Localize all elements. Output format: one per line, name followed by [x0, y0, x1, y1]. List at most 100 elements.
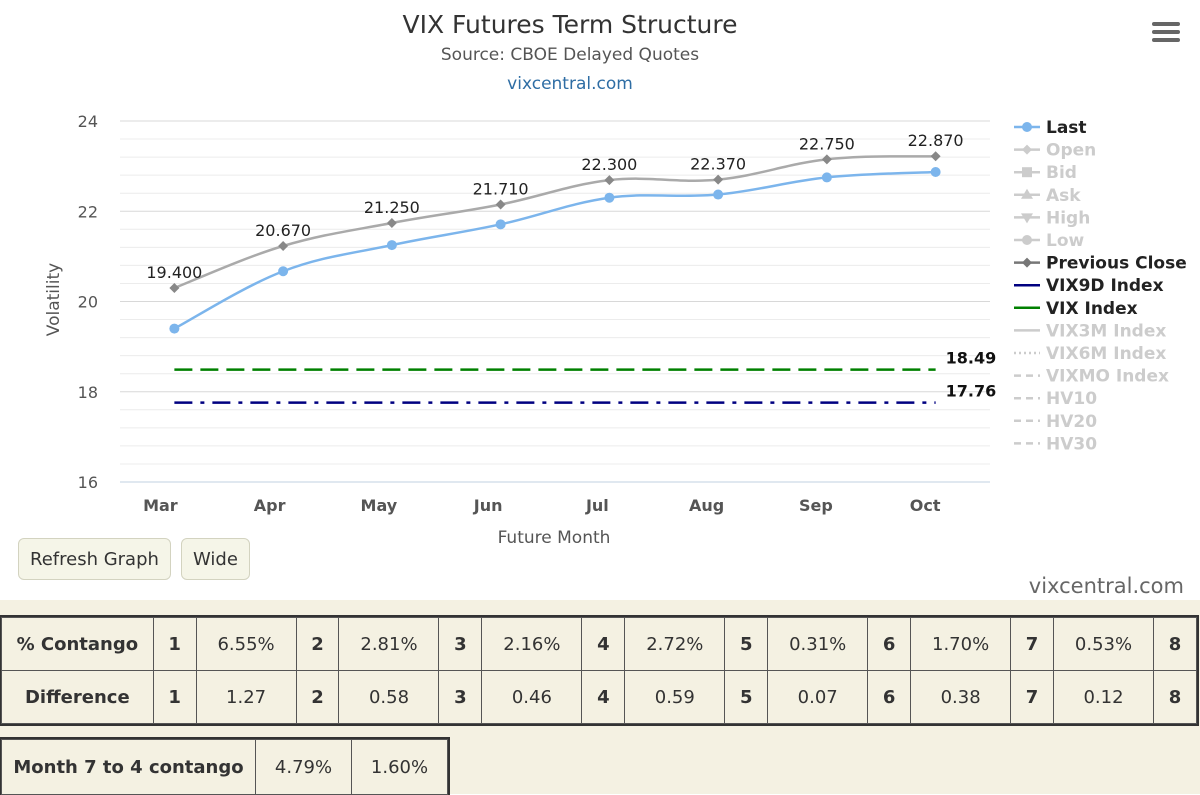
legend-item[interactable]: Open [1014, 141, 1096, 161]
legend-label: VIX9D Index [1046, 276, 1164, 296]
legend-item[interactable]: Bid [1014, 163, 1077, 183]
site-link[interactable]: vixcentral.com [507, 74, 633, 94]
legend-item[interactable]: Low [1014, 231, 1085, 251]
data-point [604, 175, 615, 186]
contango-value: 0.38 [910, 670, 1012, 724]
legend-marker [1022, 144, 1032, 155]
wide-button[interactable]: Wide [181, 538, 250, 580]
legend-label: VIXMO Index [1046, 367, 1169, 387]
month-number: 4 [581, 670, 626, 724]
legend-item[interactable]: VIX6M Index [1014, 344, 1166, 364]
legend-item[interactable]: Ask [1014, 186, 1081, 206]
contango-value: 6.55% [195, 617, 297, 671]
legend-item[interactable]: Previous Close [1014, 254, 1187, 274]
legend-label: HV20 [1046, 412, 1097, 432]
contango-table: % Contango 1 6.55% 2 2.81% 3 2.16% 4 2.72% 5 0.31%… [0, 615, 1199, 726]
month-contango-table: Month 7 to 4 contango 4.79% 1.60% [0, 737, 450, 795]
contango-value: 2.72% [624, 617, 726, 671]
x-tick-label: Mar [143, 496, 178, 515]
contango-value: 0.31% [767, 617, 869, 671]
month-number: 7 [1010, 617, 1055, 671]
legend-label: HV30 [1046, 434, 1097, 454]
table-row: Month 7 to 4 contango 4.79% 1.60% [1, 739, 448, 795]
y-axis-title: Volatility [44, 263, 64, 336]
month-number: 3 [438, 670, 483, 724]
month-number: 6 [867, 617, 912, 671]
contango-value: 1.27 [195, 670, 297, 724]
contango-value: 2.16% [481, 617, 583, 671]
legend-label: VIX Index [1046, 299, 1138, 319]
data-label: 22.750 [799, 134, 855, 153]
month-number: 7 [1010, 670, 1055, 724]
chart-subtitle: Source: CBOE Delayed Quotes [440, 45, 700, 65]
legend-label: HV10 [1046, 389, 1097, 409]
legend-item[interactable]: Last [1014, 118, 1087, 138]
contango-value: 1.70% [910, 617, 1012, 671]
data-point [169, 323, 180, 334]
legend-item[interactable]: HV10 [1014, 389, 1097, 409]
data-point [713, 174, 724, 185]
legend-label: VIX3M Index [1046, 321, 1166, 341]
data-point [604, 192, 615, 203]
y-tick-label: 18 [78, 383, 98, 402]
month-number: 6 [867, 670, 912, 724]
month-number: 1 [152, 617, 197, 671]
tables-section: % Contango 1 6.55% 2 2.81% 3 2.16% 4 2.72% 5 0.31%… [0, 600, 1200, 795]
month-contango-value: 4.79% [255, 739, 352, 795]
data-point [821, 172, 832, 183]
contango-value: 0.46 [481, 670, 583, 724]
table-row: Difference 1 1.27 2 0.58 3 0.46 4 0.59 5 0.07 6 0.38… [1, 670, 1197, 724]
legend-label: Open [1046, 141, 1096, 161]
hamburger-menu-icon[interactable] [1152, 22, 1180, 44]
legend-item[interactable]: High [1014, 208, 1090, 228]
x-axis-title: Future Month [498, 528, 611, 548]
month-contango-label: Month 7 to 4 contango [1, 739, 256, 795]
data-point [386, 217, 397, 228]
data-label: 22.300 [581, 155, 637, 174]
legend-label: Low [1046, 231, 1085, 251]
x-tick-label: Jul [585, 496, 609, 515]
data-point [821, 154, 832, 165]
data-point [495, 219, 506, 230]
contango-value: 0.58 [338, 670, 440, 724]
x-tick-label: Jun [473, 496, 503, 515]
data-point [278, 266, 289, 277]
month-number: 2 [295, 670, 340, 724]
data-label: 19.400 [146, 263, 202, 282]
y-tick-label: 24 [78, 112, 98, 131]
data-label: 22.870 [908, 131, 964, 150]
legend-marker [1021, 188, 1033, 199]
data-label: 22.370 [690, 155, 746, 174]
row-label: % Contango [1, 617, 154, 671]
x-tick-label: Apr [254, 496, 286, 515]
month-contango-value: 1.60% [351, 739, 448, 795]
contango-value: 0.53% [1053, 617, 1154, 671]
row-label: Difference [1, 670, 154, 724]
vix9d-end-label: 17.76 [946, 382, 997, 401]
data-label: 21.710 [473, 179, 529, 198]
legend-item[interactable]: VIXMO Index [1014, 367, 1169, 387]
chart-title: VIX Futures Term Structure [402, 10, 738, 39]
data-point [169, 282, 180, 293]
x-tick-label: May [361, 496, 398, 515]
contango-value: 0.59 [624, 670, 726, 724]
month-number: 1 [152, 670, 197, 724]
contango-value: 2.81% [338, 617, 440, 671]
legend-label: Last [1046, 118, 1087, 138]
chart-plot: 16 18 20 22 24 Mar Apr May Jun Jul Aug Sep Oct Future… [44, 112, 1187, 548]
month-number: 8 [1153, 617, 1197, 671]
legend-label: Bid [1046, 163, 1077, 183]
legend-item[interactable]: HV20 [1014, 412, 1097, 432]
x-tick-label: Sep [799, 496, 833, 515]
legend-marker [1022, 235, 1032, 245]
legend-item[interactable]: VIX9D Index [1014, 276, 1164, 296]
legend-label: High [1046, 208, 1090, 228]
month-number: 5 [724, 670, 769, 724]
refresh-graph-button[interactable]: Refresh Graph [18, 538, 171, 580]
series-line-last [173, 170, 936, 330]
legend-item[interactable]: VIX Index [1014, 299, 1138, 319]
legend-marker [1022, 257, 1032, 268]
legend-item[interactable]: VIX3M Index [1014, 321, 1166, 341]
legend-item[interactable]: HV30 [1014, 434, 1097, 454]
chart-container: VIX Futures Term Structure Source: CBOE … [18, 10, 1187, 598]
